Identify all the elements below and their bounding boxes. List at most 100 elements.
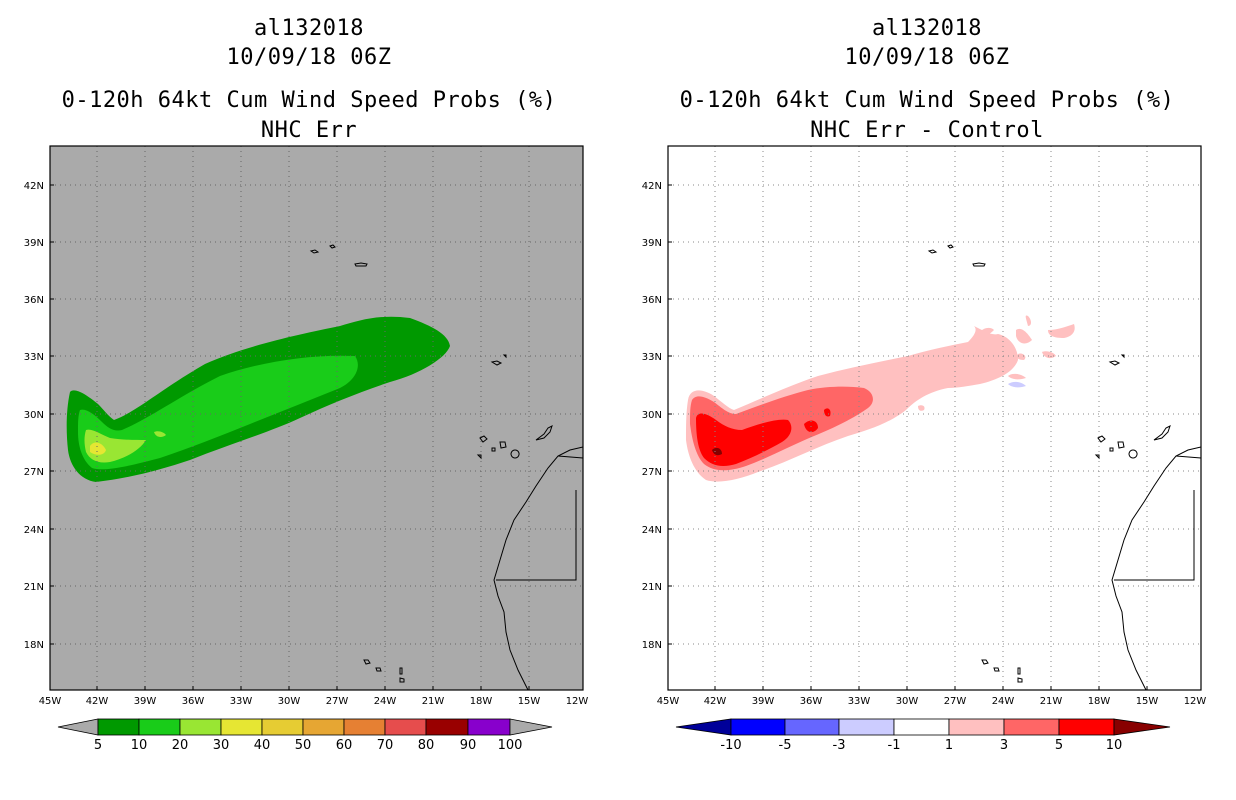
lon-label: 42W (86, 696, 109, 707)
colorbar-label: 1 (945, 738, 953, 753)
canary-island (1097, 435, 1106, 443)
canary-island (479, 435, 488, 443)
lon-label: 30W (896, 696, 919, 707)
valid-time-title: 10/09/18 06Z (844, 45, 1010, 70)
cape-verde-island (399, 677, 405, 683)
grid-lines (50, 146, 583, 690)
colorbar-right (675, 718, 1171, 736)
madeira-island (1120, 354, 1125, 359)
colorbar-bin (730, 718, 786, 736)
africa-coast (493, 446, 583, 690)
canary-island (1094, 454, 1100, 460)
diff-contour-neg1 (1008, 381, 1026, 388)
colorbar-bin (220, 718, 263, 736)
colorbar-label: 5 (1055, 738, 1063, 753)
colorbar-label: -1 (888, 738, 901, 753)
axis-ticks (668, 184, 1148, 690)
canary-island (499, 441, 507, 449)
colorbar-label: 80 (418, 738, 435, 753)
lat-label: 24N (24, 525, 44, 536)
colorbar-label: 90 (460, 738, 477, 753)
africa-coast (1111, 446, 1201, 690)
colorbar-bin (343, 718, 386, 736)
product-title: 0-120h 64kt Cum Wind Speed Probs (%) (61, 88, 557, 113)
lon-label: 27W (326, 696, 349, 707)
colorbar-bin (302, 718, 345, 736)
colorbar-left (57, 718, 553, 736)
colorbar-arrow-low (57, 718, 99, 736)
colorbar-label: 100 (498, 738, 523, 753)
panel-nhc-err: al132018 10/09/18 06Z 0-120h 64kt Cum Wi… (24, 16, 589, 753)
lon-label: 12W (566, 696, 589, 707)
lon-label: 21W (1040, 696, 1063, 707)
cape-verde-island (1017, 667, 1021, 675)
map-nhc-err: 42N 39N 36N 33N 30N 27N 24N 21N 18N 45W … (24, 145, 589, 753)
lat-label: 33N (642, 352, 662, 363)
lon-label: 12W (1184, 696, 1207, 707)
lon-label: 21W (422, 696, 445, 707)
lon-label: 15W (1136, 696, 1159, 707)
coastlines (309, 244, 583, 690)
colorbar-label: 10 (1106, 738, 1123, 753)
diff-contour-1c (918, 405, 925, 411)
diff-contour-1h (1042, 351, 1056, 359)
colorbar-label: 50 (295, 738, 312, 753)
lon-label: 45W (657, 696, 680, 707)
lon-label: 42W (704, 696, 727, 707)
border-line (1175, 455, 1201, 459)
azores-island (947, 244, 954, 249)
lat-label: 30N (24, 410, 44, 421)
colorbar-bin (261, 718, 304, 736)
cape-verde-island (993, 667, 1000, 672)
diff-contour-10 (712, 447, 722, 456)
map-difference: 42N 39N 36N 33N 30N 27N 24N 21N 18N 45W … (642, 145, 1207, 753)
lat-label: 33N (24, 352, 44, 363)
colorbar-bin (1003, 718, 1060, 736)
colorbar-bin (784, 718, 840, 736)
map-frame (49, 145, 584, 691)
lat-label: 42N (24, 181, 44, 192)
lon-label: 36W (800, 696, 823, 707)
lon-label: 36W (182, 696, 205, 707)
canary-island (510, 449, 520, 459)
madeira-island (1108, 360, 1121, 366)
storm-id-title: al132018 (872, 16, 982, 41)
border-line (557, 455, 583, 459)
lat-label: 30N (642, 410, 662, 421)
lat-label: 21N (642, 582, 662, 593)
colorbar-bin (138, 718, 181, 736)
product-title: 0-120h 64kt Cum Wind Speed Probs (%) (679, 88, 1175, 113)
border-line (1114, 490, 1195, 581)
diff-contour-1d (1016, 328, 1032, 344)
lon-label: 30W (278, 696, 301, 707)
azores-island (972, 262, 986, 267)
cape-verde-island (981, 659, 989, 665)
colorbar-label: -3 (833, 738, 846, 753)
grid-lines (668, 146, 1201, 690)
colorbar-label: 20 (172, 738, 189, 753)
lat-label: 27N (642, 467, 662, 478)
azores-island (354, 262, 368, 267)
colorbar-arrow-low (675, 718, 732, 736)
prob-contour-20b (154, 431, 166, 437)
lon-label: 18W (1088, 696, 1111, 707)
colorbar-bin (838, 718, 895, 736)
colorbar-label: -5 (779, 738, 792, 753)
lat-label: 21N (24, 582, 44, 593)
lon-label: 27W (944, 696, 967, 707)
colorbar-label: 40 (254, 738, 271, 753)
lat-label: 24N (642, 525, 662, 536)
colorbar-arrow-high (1113, 718, 1171, 736)
lon-label: 39W (134, 696, 157, 707)
lat-label: 18N (642, 640, 662, 651)
storm-id-title: al132018 (254, 16, 364, 41)
lat-label: 42N (642, 181, 662, 192)
axis-ticks (50, 184, 530, 690)
colorbar-bin (179, 718, 222, 736)
product-subtitle: NHC Err (260, 118, 358, 143)
lon-label: 24W (374, 696, 397, 707)
colorbar-label: 30 (213, 738, 230, 753)
cape-verde-island (399, 667, 403, 675)
cape-verde-island (1017, 677, 1023, 683)
colorbar-label: -10 (720, 738, 741, 753)
